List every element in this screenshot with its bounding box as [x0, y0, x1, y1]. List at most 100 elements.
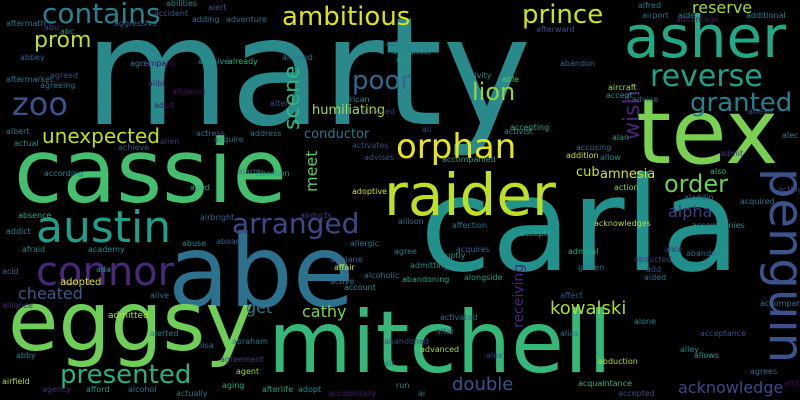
word-small: acid [2, 267, 19, 276]
word-small: addition [566, 151, 599, 160]
word-small: abusive [198, 57, 230, 66]
word-adopted: adopted [60, 277, 102, 288]
word-small: accompanied [442, 155, 496, 164]
word-cheated: cheated [18, 284, 83, 303]
word-small: agrees [750, 367, 778, 376]
word-reserve: reserve [692, 0, 753, 17]
word-orphan: orphan [396, 127, 517, 167]
word-small: agree [394, 247, 417, 256]
word-cassie: cassie [14, 120, 287, 223]
word-small: adventure [226, 15, 267, 24]
word-small: aircraft [608, 83, 637, 92]
word-small: alfred [638, 1, 662, 10]
word-small: altar [436, 327, 455, 336]
word-marty: marty [84, 0, 532, 160]
word-scene: scene [280, 65, 305, 130]
word-kowalski: kowalski [550, 298, 627, 319]
word-small: addict [6, 227, 31, 236]
word-small: aladdin [684, 193, 714, 202]
word-small: accused [362, 107, 395, 116]
word-small: airport [642, 11, 669, 20]
word-small: accepts [520, 229, 552, 238]
word-small: advice [632, 95, 659, 104]
word-prince: prince [522, 0, 604, 30]
word-small: address [250, 129, 282, 138]
word-small: adult [154, 101, 175, 110]
word-abe: abe [168, 213, 355, 330]
word-small: adoptive [352, 187, 387, 196]
word-admitted: admitted [108, 311, 149, 321]
word-small: altitude [784, 379, 800, 388]
word-small: afford [86, 385, 110, 394]
word-small: academy [88, 245, 125, 254]
word-small: air [384, 359, 395, 368]
word-lion: lion [472, 78, 516, 106]
word-small: abruptly [432, 251, 466, 260]
word-small: achieve [118, 143, 150, 152]
word-small: able [502, 75, 520, 84]
word-small: airbright [200, 213, 235, 222]
word-small: absence [18, 211, 52, 220]
word-small: alexander [392, 47, 432, 56]
word-asher: asher [624, 3, 787, 71]
word-small: admiral [568, 247, 599, 256]
word-small: adding [192, 15, 220, 24]
word-small: abduction [598, 357, 638, 366]
word-small: alarm [238, 167, 261, 176]
word-small: alert [208, 3, 227, 12]
word-small: accompanies [692, 221, 745, 230]
word-small: abby [16, 351, 36, 360]
word-carla: carla [420, 149, 741, 301]
word-small: aboard [216, 237, 245, 246]
word-small: abuse [182, 239, 207, 248]
word-small: agreeing [40, 81, 76, 90]
word-small: add [646, 265, 662, 274]
word-small: advantage [676, 15, 719, 24]
word-small: alliance [2, 301, 33, 310]
word-small: activist [504, 127, 533, 136]
word-connor: connor [36, 249, 175, 295]
word-small: affair [334, 263, 355, 272]
word-acknowledge: acknowledge [678, 378, 784, 397]
word-cathy: cathy [302, 302, 347, 321]
word-ambitious: ambitious [282, 2, 411, 32]
word-small: abandoned [384, 337, 429, 346]
word-small: additional [746, 11, 786, 20]
word-small: agrees [130, 59, 158, 68]
word-prom: prom [34, 28, 92, 53]
word-mitchell: mitchell [268, 293, 612, 393]
word-small: activity [462, 71, 492, 80]
word-small: advises [364, 153, 395, 162]
word-small: accidentally [328, 389, 377, 398]
word-small: african [342, 95, 370, 104]
word-small: alley [680, 345, 700, 354]
word-small: allowed [282, 53, 313, 62]
word-small: alcoholic [364, 271, 400, 280]
word-cub: cub [576, 165, 600, 180]
word-small: acquaintance [578, 379, 633, 388]
word-small: alter [270, 99, 289, 108]
word-small: activated [440, 313, 478, 322]
word-small: gotten [578, 263, 605, 272]
word-small: actual [14, 139, 39, 148]
word-small: already [228, 57, 258, 66]
word-small: airplane [330, 255, 363, 264]
word-small: afterlife [262, 385, 294, 394]
word-small: abc [60, 27, 75, 36]
word-small: affection [452, 221, 488, 230]
word-small: acceptance [700, 329, 747, 338]
word-small: advanced [420, 345, 460, 354]
word-small: albert [6, 127, 30, 136]
word-small: allowing [172, 87, 206, 96]
word-small: activates [352, 141, 389, 150]
word-conductor: conductor [304, 127, 370, 142]
word-receiving: receiving [511, 263, 527, 328]
word-amnesia: amnesia [600, 167, 656, 182]
word-tex: tex [636, 80, 779, 185]
word-poor: poor [352, 66, 412, 96]
word-small: accepted [618, 389, 655, 398]
word-small: ai [418, 389, 426, 398]
word-small: act [386, 39, 399, 48]
word-small: alibi [148, 79, 165, 88]
